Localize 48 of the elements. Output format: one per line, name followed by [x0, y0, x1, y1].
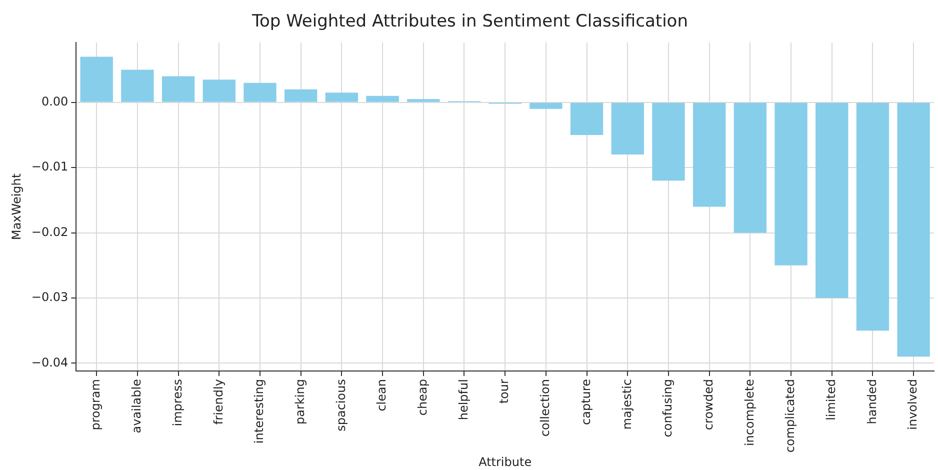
x-axis-title: Attribute — [478, 454, 532, 469]
x-tick-label: interesting — [252, 379, 266, 444]
x-tick-label: majestic — [620, 379, 634, 430]
bar — [202, 80, 236, 102]
bar — [162, 76, 195, 102]
bar — [244, 82, 276, 102]
bar — [774, 102, 808, 266]
y-tick-label: −0.01 — [31, 160, 68, 174]
chart-title: Top Weighted Attributes in Sentiment Classification — [251, 12, 688, 32]
bar — [611, 102, 644, 155]
bar — [570, 102, 604, 135]
x-tick-label: collection — [538, 379, 552, 437]
x-tick-label: cheap — [416, 379, 430, 416]
x-tick-label: spacious — [334, 379, 348, 432]
x-tick-label: crowded — [701, 379, 716, 430]
y-tick-label: −0.02 — [31, 224, 68, 239]
y-tick-label: −0.03 — [31, 290, 68, 304]
x-tick-label: impress — [170, 379, 184, 426]
bar — [530, 102, 562, 109]
bar — [897, 102, 930, 357]
y-tick-label: 0.00 — [41, 94, 68, 109]
bar — [121, 70, 154, 102]
x-tick-label: friendly — [211, 379, 226, 425]
bar — [816, 102, 848, 298]
x-tick-label: handed — [864, 379, 879, 424]
x-tick-label: helpful — [456, 379, 470, 420]
bar — [856, 102, 890, 331]
bar — [325, 92, 358, 102]
x-tick-label: program — [88, 379, 103, 430]
bar — [652, 102, 685, 181]
bar — [366, 96, 399, 102]
bar — [80, 56, 113, 102]
x-tick-label: incomplete — [742, 379, 756, 446]
x-tick-label: limited — [824, 379, 838, 420]
x-tick-label: capture — [578, 379, 593, 425]
y-tick-label: −0.04 — [31, 355, 68, 370]
bar — [284, 89, 318, 102]
x-tick-label: parking — [292, 379, 307, 424]
x-tick-label: available — [130, 379, 144, 434]
x-tick-label: clean — [374, 379, 389, 412]
y-axis-title: MaxWeight — [9, 173, 24, 240]
x-tick-label: involved — [906, 379, 920, 430]
x-tick-label: confusing — [660, 379, 675, 438]
bar — [692, 102, 726, 207]
bar — [734, 102, 767, 233]
bar — [407, 99, 440, 102]
x-tick-label: complicated — [783, 379, 798, 453]
x-tick-label: tour — [497, 378, 512, 404]
